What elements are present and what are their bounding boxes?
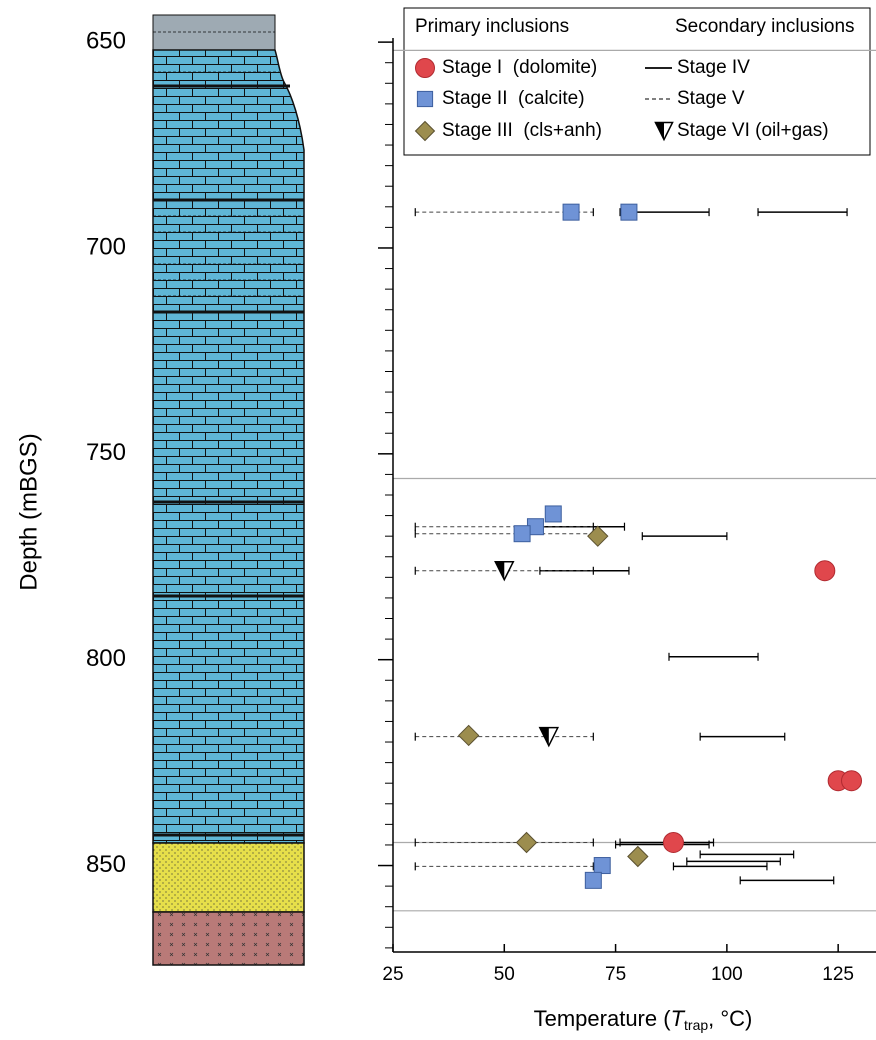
- legend-box: [403, 7, 871, 156]
- y-tick-label: 750: [86, 439, 126, 466]
- triangle-fill: [495, 561, 505, 580]
- point: [544, 505, 562, 523]
- legend-header: Secondary inclusions: [675, 16, 855, 37]
- range-bar: [414, 862, 594, 871]
- range-bar: [668, 652, 759, 661]
- point: [584, 871, 602, 889]
- range-bar: [614, 840, 710, 849]
- y-tick-label: 850: [86, 851, 126, 878]
- point: [457, 724, 480, 747]
- point: [562, 203, 580, 221]
- x-axis-label: Temperature (Ttrap, °C): [534, 1006, 753, 1033]
- lithology-column: [152, 14, 305, 966]
- y-tick-label: 700: [86, 233, 126, 260]
- point: [587, 525, 609, 547]
- point: [814, 560, 836, 582]
- range-bar: [414, 522, 594, 531]
- y-axis-label: Depth (mBGS): [15, 433, 42, 590]
- point: [662, 831, 684, 853]
- legend-swatch: [416, 90, 434, 108]
- point: [515, 831, 538, 854]
- legend-swatch: [414, 120, 436, 142]
- x-tick-label: 125: [822, 964, 854, 985]
- point: [841, 770, 863, 792]
- range-bar: [757, 208, 848, 217]
- y-tick-label: 800: [86, 645, 126, 672]
- range-bar: [414, 566, 594, 575]
- triangle-fill: [655, 122, 664, 140]
- legend-label: Stage VI (oil+gas): [677, 120, 829, 141]
- legend-label: Stage III (cls+anh): [442, 120, 602, 141]
- range-bar: [739, 876, 835, 885]
- range-bar: [414, 732, 594, 741]
- x-tick-label: 75: [605, 964, 626, 985]
- point: [593, 857, 611, 875]
- x-tick-label: 50: [494, 964, 515, 985]
- legend-label: Stage IV: [677, 57, 750, 78]
- x-tick-label: 100: [711, 964, 743, 985]
- range-bar: [641, 532, 728, 541]
- x-tick-label: 25: [382, 964, 403, 985]
- point: [513, 525, 531, 543]
- range-bar: [672, 862, 768, 871]
- legend-label: Stage V: [677, 88, 745, 109]
- point: [627, 845, 649, 868]
- point: [620, 203, 638, 221]
- legend-label: Stage I (dolomite): [442, 57, 597, 78]
- legend-swatch: [415, 58, 435, 78]
- range-bar: [699, 850, 795, 859]
- range-bar: [699, 732, 786, 741]
- legend-header: Primary inclusions: [415, 16, 569, 37]
- legend-swatch: [654, 121, 674, 142]
- point: [538, 726, 560, 748]
- range-bar: [414, 529, 594, 538]
- legend-label: Stage II (calcite): [442, 88, 585, 109]
- range-bar: [686, 857, 781, 866]
- y-tick-label: 650: [86, 27, 126, 54]
- point: [494, 561, 515, 582]
- range-bar: [414, 838, 594, 847]
